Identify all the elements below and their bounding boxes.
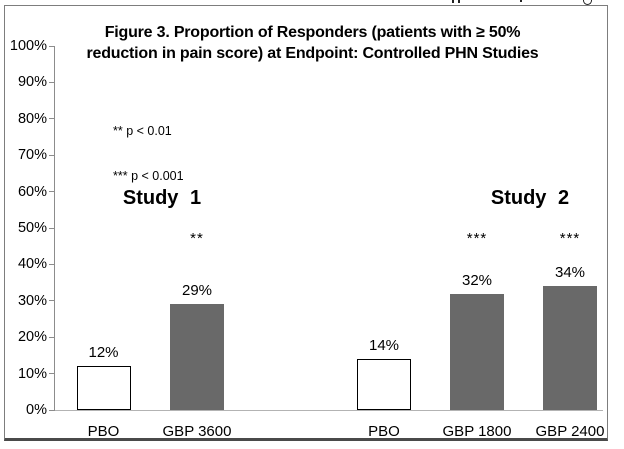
y-axis-tick-mark (49, 45, 55, 47)
figure-frame: Figure 3. Proportion of Responders (pati… (4, 5, 608, 441)
x-axis-category-label: PBO (368, 423, 400, 440)
chart-title-line-1: Figure 3. Proportion of Responders (pati… (104, 24, 521, 41)
text-fragment (452, 0, 454, 3)
legend-line-1: ** p < 0.01 (113, 124, 172, 138)
x-axis-category-label: GBP 3600 (162, 423, 232, 440)
group-label-2: Study 2 (490, 187, 570, 209)
y-axis-tick-label: 80% (17, 110, 47, 127)
y-axis-tick-label: 50% (17, 220, 47, 236)
chart-title: Figure 3. Proportion of Responders (pati… (55, 22, 570, 64)
y-axis-tick-mark (49, 300, 55, 302)
bar-pbo (357, 359, 411, 410)
y-axis-tick-mark (49, 191, 55, 193)
bar-value-label: 29% (181, 282, 213, 300)
bar-value-label: 12% (88, 344, 119, 362)
y-axis-tick-mark (49, 409, 55, 411)
y-axis-tick-label: 10% (17, 365, 47, 382)
y-axis-tick-label: 70% (17, 147, 47, 164)
x-axis-category-label: GBP 2400 (535, 423, 605, 440)
text-fragment (458, 0, 460, 3)
bar-gbp-2400 (543, 286, 597, 410)
bar-pbo (76, 366, 131, 410)
text-fragment (520, 0, 522, 2)
y-axis-tick-label: 60% (17, 183, 47, 200)
x-axis-category-label: GBP 1800 (442, 423, 512, 440)
y-axis-tick-label: 20% (17, 329, 47, 346)
bar-gbp-1800 (450, 293, 504, 410)
bar-gbp-3600 (170, 304, 224, 410)
significance-marker: *** (559, 230, 581, 247)
y-axis-tick-mark (49, 336, 55, 338)
y-axis-tick-mark (49, 227, 55, 229)
y-axis-tick-label: 90% (17, 74, 47, 91)
y-axis-tick-label: 40% (17, 256, 47, 273)
y-axis-tick-mark (49, 373, 55, 375)
y-axis-tick-mark (49, 154, 55, 156)
bar-value-label: 34% (554, 264, 586, 282)
plot-area: 100% 90% 80% 70% 60% 50% 40% 30% 20% 10% 0% Study 1… (10, 38, 605, 440)
y-axis-tick-label: 0% (26, 402, 47, 418)
text-fragment (583, 0, 592, 5)
group-label-1: Study 1 (122, 187, 202, 209)
significance-marker: *** (466, 230, 488, 247)
x-axis-category-label: PBO (87, 423, 120, 440)
chart-title-line-2: reduction in pain score) at Endpoint: Co… (86, 45, 539, 62)
y-axis-tick-label: 30% (17, 292, 47, 309)
significance-legend: ** p < 0.01 *** p < 0.001 (113, 94, 184, 214)
bar-value-label: 14% (368, 337, 400, 355)
y-axis-tick-label: 100% (9, 38, 47, 54)
y-axis-tick-mark (49, 81, 55, 83)
y-axis-tick-mark (49, 263, 55, 265)
significance-marker: ** (190, 230, 204, 247)
y-axis-tick-mark (49, 118, 55, 120)
cropped-page-text-fragments (0, 0, 624, 5)
legend-line-2: *** p < 0.001 (113, 169, 184, 183)
bar-value-label: 32% (461, 271, 493, 289)
